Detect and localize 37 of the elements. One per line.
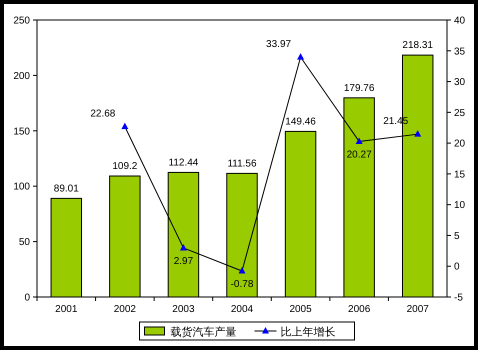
data-label: 109.2 bbox=[112, 161, 138, 172]
data-label: 89.01 bbox=[54, 183, 80, 194]
y-tick-label: 250 bbox=[13, 16, 30, 26]
data-label: 149.46 bbox=[285, 116, 316, 128]
data-label: 2.97 bbox=[174, 256, 194, 267]
x-tick-label: 2004 bbox=[230, 304, 254, 315]
legend-label: 比上年增长 bbox=[280, 326, 336, 338]
x-tick-label: 2002 bbox=[114, 304, 136, 315]
data-label: 218.31 bbox=[402, 40, 434, 52]
y-tick-label: 150 bbox=[13, 126, 30, 138]
data-label: 20.27 bbox=[346, 149, 372, 160]
data-label: -0.78 bbox=[230, 279, 254, 290]
x-tick-label: 2003 bbox=[172, 304, 195, 315]
y2-tick-label: 15 bbox=[454, 169, 466, 180]
x-tick-label: 2001 bbox=[55, 304, 78, 315]
y2-tick-label: 35 bbox=[454, 46, 466, 58]
y2-tick-label: 20 bbox=[454, 138, 466, 150]
x-tick-label: 2005 bbox=[289, 304, 312, 315]
y2-tick-label: 5 bbox=[454, 230, 460, 242]
legend-label: 载货汽车产量 bbox=[170, 326, 236, 338]
y-tick-label: 0 bbox=[24, 292, 30, 304]
y2-tick-label: 30 bbox=[454, 77, 466, 88]
x-tick-label: 2007 bbox=[406, 304, 430, 315]
y2-tick-label: -5 bbox=[454, 292, 464, 304]
data-label: 111.56 bbox=[227, 158, 257, 170]
y-tick-label: 100 bbox=[13, 182, 30, 193]
data-label: 33.97 bbox=[266, 39, 292, 50]
y2-tick-label: 40 bbox=[454, 16, 466, 26]
data-label: 179.76 bbox=[344, 82, 375, 94]
data-label: 22.68 bbox=[90, 108, 116, 120]
y-tick-label: 50 bbox=[18, 237, 30, 248]
y-tick-label: 200 bbox=[13, 70, 30, 82]
y2-tick-label: 10 bbox=[454, 200, 466, 212]
data-label: 112.44 bbox=[168, 157, 199, 168]
x-tick-label: 2006 bbox=[348, 304, 371, 315]
y2-tick-label: 25 bbox=[454, 108, 466, 119]
y2-tick-label: 0 bbox=[454, 262, 460, 273]
